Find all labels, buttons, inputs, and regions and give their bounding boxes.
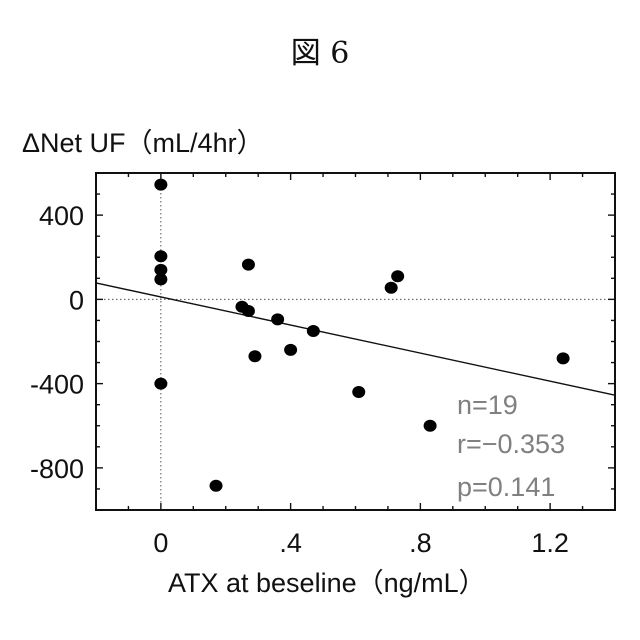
axis-tick-labels: 0 .4 .8 1.2 400 0 -400 -800 <box>30 201 569 558</box>
data-point <box>154 273 167 285</box>
data-point <box>242 305 255 317</box>
data-point <box>424 420 437 432</box>
data-point <box>391 270 404 282</box>
y-axis-title: ΔNet UF（mL/4hr） <box>22 128 264 158</box>
axis-ticks <box>96 173 615 510</box>
data-point <box>154 179 167 191</box>
data-point <box>242 259 255 271</box>
y-tick-label: 400 <box>39 201 84 231</box>
data-point <box>210 480 223 492</box>
data-point <box>557 352 570 364</box>
data-point <box>284 344 297 356</box>
data-point <box>352 386 365 398</box>
data-point <box>307 325 320 337</box>
x-tick-label: 1.2 <box>531 528 569 558</box>
data-point <box>154 250 167 262</box>
reference-lines <box>96 173 615 510</box>
y-tick-label: -800 <box>30 454 84 484</box>
x-tick-label: .8 <box>409 528 432 558</box>
sample-size-label: n=19 <box>457 390 518 420</box>
plot-frame <box>96 173 615 510</box>
x-tick-label: 0 <box>153 528 168 558</box>
data-point <box>385 282 398 294</box>
data-point <box>271 313 284 325</box>
x-axis-title: ATX at beseline（ng/mL） <box>168 568 486 598</box>
y-tick-label: -400 <box>30 370 84 400</box>
data-point <box>154 378 167 390</box>
data-point <box>248 350 261 362</box>
y-tick-label: 0 <box>69 285 84 315</box>
x-tick-label: .4 <box>279 528 302 558</box>
correlation-label: r=−0.353 <box>457 429 565 459</box>
p-value-label: p=0.141 <box>457 472 555 502</box>
